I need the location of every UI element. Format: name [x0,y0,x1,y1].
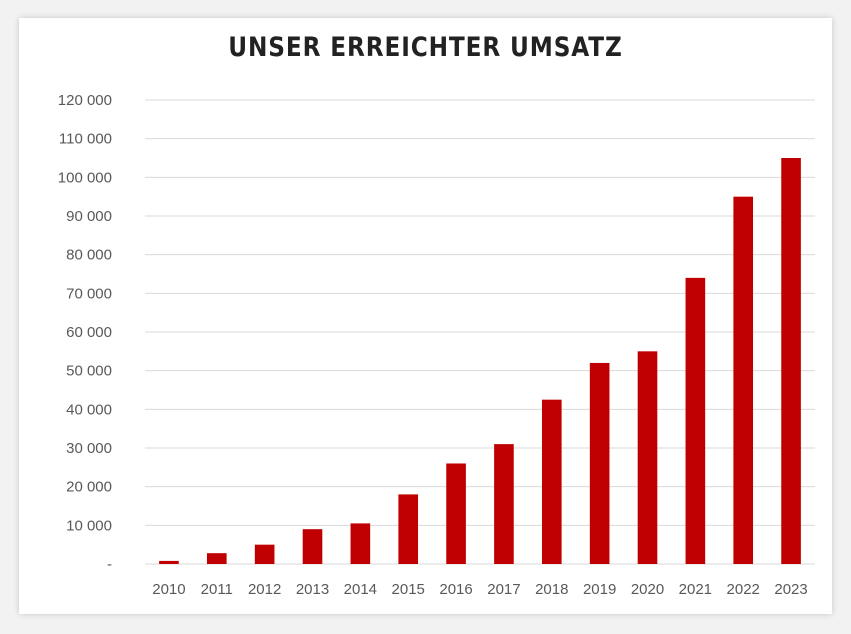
x-tick-label: 2023 [774,581,807,598]
x-tick-label: 2014 [344,581,377,598]
x-tick-label: 2010 [152,581,185,598]
y-tick-label: - [107,556,112,573]
chart-title: UNSER ERREICHTER UMSATZ [228,32,623,63]
x-tick-label: 2019 [583,581,616,598]
y-tick-label: 60 000 [66,324,112,341]
y-tick-label: 40 000 [66,401,112,418]
bar-2018 [541,399,562,564]
x-tick-label: 2012 [248,581,281,598]
x-tick-label: 2021 [679,581,712,598]
y-tick-label: 80 000 [66,247,112,264]
x-tick-label: 2017 [487,581,520,598]
y-tick-label: 100 000 [58,169,112,186]
bar-2019 [589,362,610,564]
y-tick-label: 120 000 [58,92,112,109]
bar-2017 [494,444,514,564]
x-axis: 2010 2011 2012 2013 2014 2015 2016 2017 2018 2019… [152,581,808,598]
y-tick-label: 90 000 [66,208,112,225]
bar-2012 [254,544,275,564]
bar-2020 [637,351,658,564]
x-tick-label: 2022 [727,581,760,598]
x-tick-label: 2015 [392,581,425,598]
bar-2011 [206,553,227,564]
x-tick-label: 2018 [535,581,568,598]
x-tick-label: 2016 [439,581,472,598]
bar-2023 [781,158,801,564]
y-tick-label: 20 000 [66,479,112,496]
x-tick-label: 2020 [631,581,664,598]
bars [159,158,801,564]
y-tick-label: 70 000 [66,285,112,302]
x-tick-label: 2013 [296,581,329,598]
x-tick-label: 2011 [201,581,233,598]
bar-2022 [733,196,754,564]
bar-2014 [350,523,371,564]
grid-lines [145,99,815,565]
bar-2021 [685,277,706,564]
bar-2010 [159,560,179,564]
y-axis: - 10 000 20 000 30 000 40 000 50 000 60 000 70 … [58,92,112,573]
bar-2016 [446,463,466,564]
y-tick-label: 30 000 [66,440,112,457]
y-tick-label: 110 000 [59,131,112,148]
y-tick-label: 10 000 [66,517,112,534]
y-tick-label: 50 000 [66,363,112,380]
bar-2013 [302,529,323,564]
bar-2015 [398,494,419,564]
